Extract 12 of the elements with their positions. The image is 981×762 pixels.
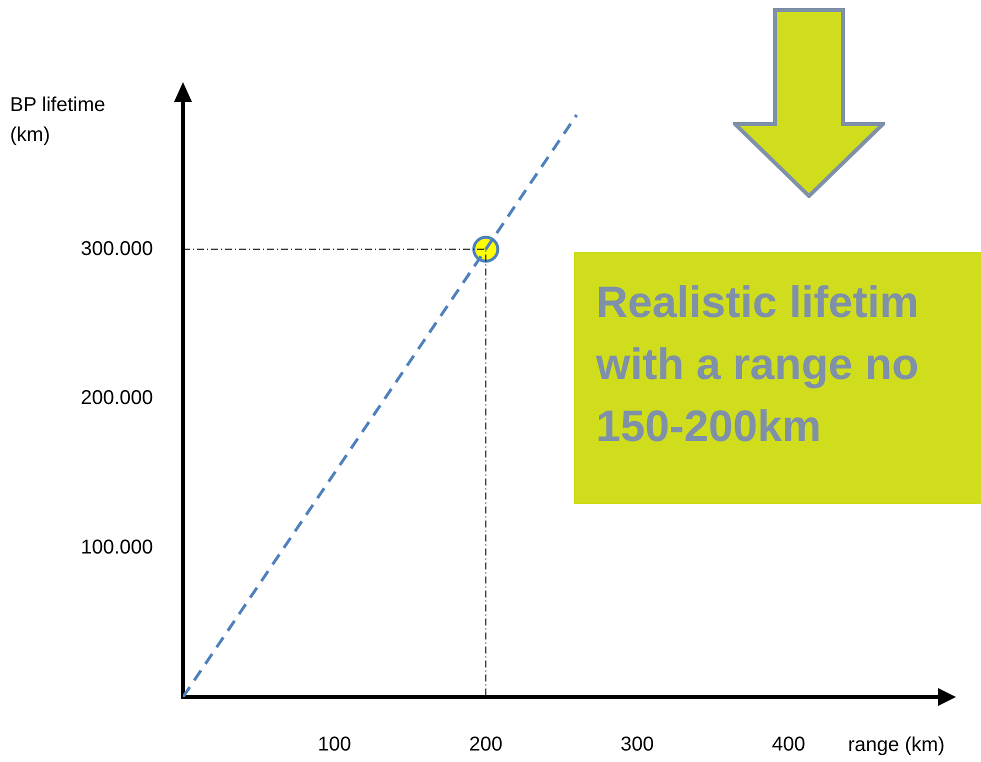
y-axis-title: BP lifetime (km) xyxy=(10,93,106,148)
x-tick-label: 400 xyxy=(772,734,806,756)
y-tick-label: 100.000 xyxy=(80,536,153,558)
x-tick-label: 300 xyxy=(620,734,654,756)
x-tick-label: 200 xyxy=(469,734,502,756)
annotation: 150-200km xyxy=(596,401,822,453)
annotation: with a range no xyxy=(596,339,920,391)
annotation: Realistic lifetim xyxy=(596,277,920,329)
x-tick-label: 100 xyxy=(318,734,352,756)
y-tick-label: 200.000 xyxy=(80,387,153,410)
y-tick-label: 300.000 xyxy=(80,238,153,260)
x-axis-title: range (km) xyxy=(848,734,945,757)
